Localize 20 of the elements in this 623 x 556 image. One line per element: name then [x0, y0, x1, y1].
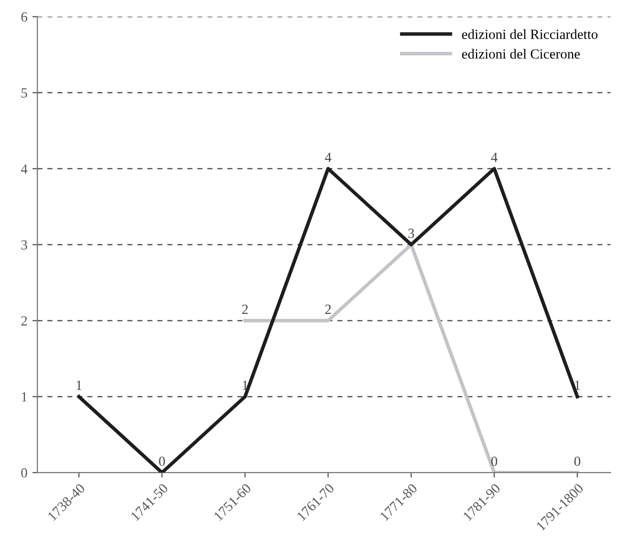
data-label: 3 — [408, 228, 414, 238]
data-label: 1 — [575, 380, 580, 390]
y-tick-label: 3 — [21, 240, 28, 250]
y-tick-label: 5 — [22, 88, 28, 98]
legend-label: edizioni del Ricciardetto — [462, 29, 598, 40]
data-label: 2 — [325, 304, 331, 314]
data-label: 1 — [76, 380, 82, 390]
data-label: 2 — [242, 304, 248, 314]
data-label: 4 — [491, 152, 498, 162]
y-tick-label: 2 — [21, 316, 27, 326]
y-tick-label: 0 — [21, 468, 28, 478]
data-label: 0 — [491, 456, 498, 466]
data-label: 0 — [574, 456, 580, 466]
legend-label: edizioni del Cicerone — [462, 48, 580, 59]
y-tick-label: 6 — [21, 12, 28, 22]
data-label: 0 — [159, 456, 165, 466]
data-label: 4 — [324, 152, 332, 162]
y-tick-label: 4 — [20, 164, 28, 174]
y-tick-label: 1 — [22, 392, 27, 402]
data-label: 1 — [242, 380, 248, 390]
